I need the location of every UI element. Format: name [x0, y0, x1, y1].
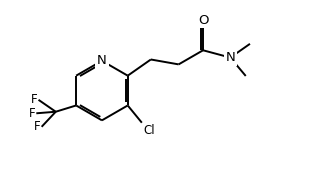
Text: N: N — [225, 51, 235, 64]
Text: F: F — [31, 93, 37, 106]
Text: N: N — [97, 54, 107, 67]
Text: O: O — [198, 14, 208, 27]
Text: F: F — [34, 120, 40, 133]
Text: Cl: Cl — [143, 124, 155, 137]
Text: F: F — [28, 107, 35, 120]
